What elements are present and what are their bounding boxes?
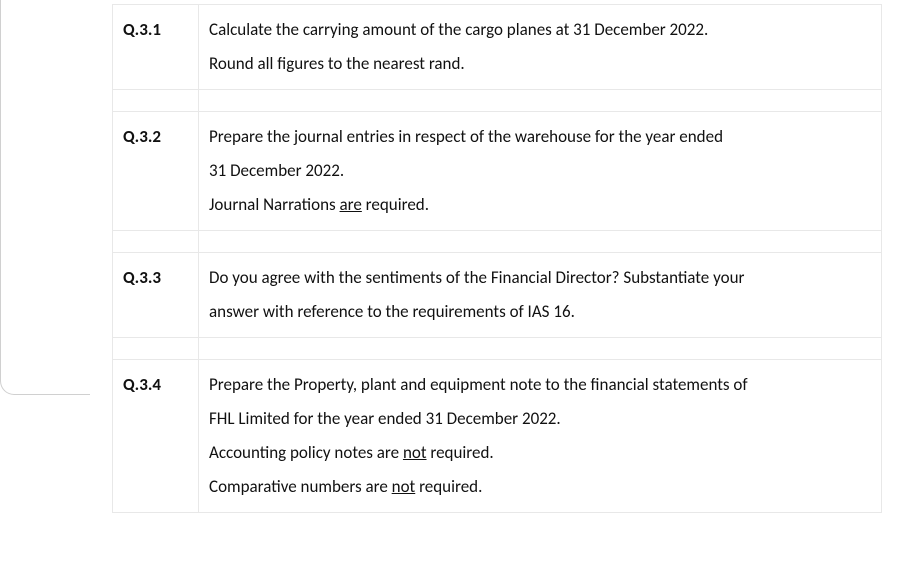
spacer-row [113,338,882,360]
spacer-cell [113,90,199,112]
question-label: Q.3.2 [113,112,199,231]
text-segment: required. [415,476,482,497]
question-line: answer with reference to the requirement… [209,295,871,329]
question-line: Calculate the carrying amount of the car… [209,13,871,47]
question-body: Calculate the carrying amount of the car… [199,5,882,90]
question-row: Q.3.1 Calculate the carrying amount of th… [113,5,882,90]
question-body: Do you agree with the sentiments of the … [199,253,882,338]
questions-table: Q.3.1 Calculate the carrying amount of th… [112,4,882,513]
question-body: Prepare the journal entries in respect o… [199,112,882,231]
spacer-cell [199,338,882,360]
text-segment: Journal Narrations [209,194,340,215]
question-line: FHL Limited for the year ended 31 Decemb… [209,402,871,436]
text-segment: required. [362,194,429,215]
underlined-text: are [340,194,362,215]
question-body: Prepare the Property, plant and equipmen… [199,360,882,513]
question-line: Prepare the journal entries in respect o… [209,120,871,154]
spacer-row [113,231,882,253]
spacer-row [113,90,882,112]
question-label: Q.3.4 [113,360,199,513]
underlined-text: not [403,442,427,463]
question-row: Q.3.4 Prepare the Property, plant and equ… [113,360,882,513]
question-line: Accounting policy notes are not required… [209,436,871,470]
underlined-text: not [392,476,416,497]
question-line: Do you agree with the sentiments of the … [209,261,871,295]
text-segment: required. [427,442,494,463]
spacer-cell [199,90,882,112]
question-line: Prepare the Property, plant and equipmen… [209,368,871,402]
question-line: Comparative numbers are not required. [209,470,871,504]
question-line: Journal Narrations are required. [209,188,871,222]
question-line: 31 December 2022. [209,154,871,188]
question-label: Q.3.1 [113,5,199,90]
spacer-cell [113,338,199,360]
question-label: Q.3.3 [113,253,199,338]
spacer-cell [113,231,199,253]
question-line: Round all figures to the nearest rand. [209,47,871,81]
spacer-cell [199,231,882,253]
question-row: Q.3.3 Do you agree with the sentiments of… [113,253,882,338]
question-row: Q.3.2 Prepare the journal entries in resp… [113,112,882,231]
text-segment: Accounting policy notes are [209,442,403,463]
text-segment: Comparative numbers are [209,476,392,497]
page-corner-decoration [0,0,90,395]
